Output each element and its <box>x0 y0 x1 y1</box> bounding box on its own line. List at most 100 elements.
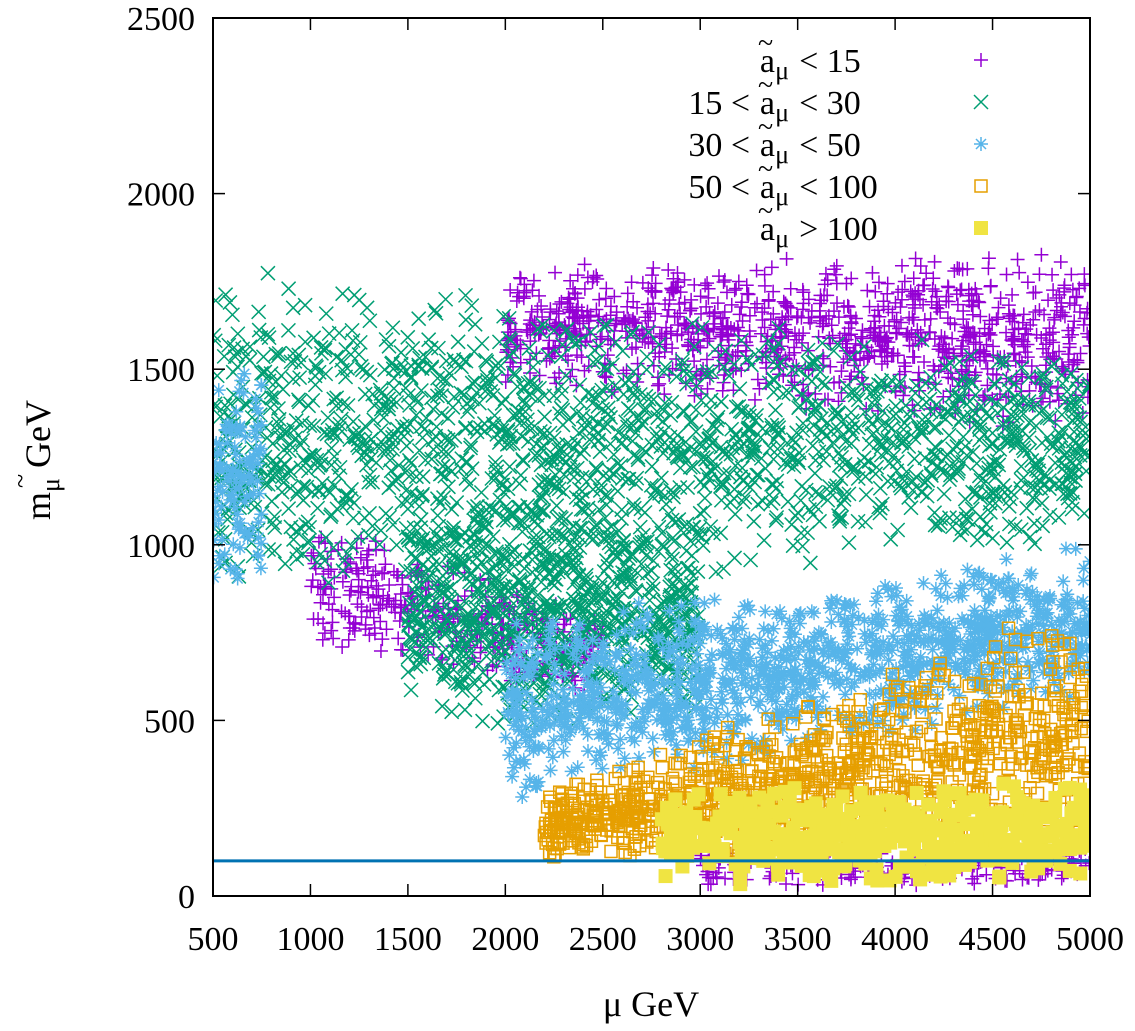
data-point <box>626 657 641 672</box>
data-point <box>769 510 785 526</box>
data-point <box>281 281 297 297</box>
data-point <box>717 273 732 288</box>
data-point <box>373 614 388 629</box>
data-point <box>750 496 766 512</box>
data-point <box>887 314 902 329</box>
data-point <box>1013 522 1029 538</box>
data-point <box>566 575 582 591</box>
data-point <box>541 741 556 756</box>
data-point <box>315 632 330 647</box>
data-point <box>955 348 970 363</box>
data-point <box>624 730 639 745</box>
data-point <box>574 350 589 365</box>
data-point <box>513 271 528 286</box>
data-point <box>213 436 224 451</box>
data-point <box>1068 473 1084 489</box>
data-point <box>689 658 704 673</box>
data-point <box>368 564 383 579</box>
data-point <box>827 304 842 319</box>
data-point <box>378 557 393 572</box>
data-point <box>400 664 416 680</box>
data-point <box>897 274 912 289</box>
data-point <box>1054 299 1069 314</box>
data-point <box>532 288 547 303</box>
data-point <box>434 698 450 714</box>
data-point <box>734 404 750 420</box>
data-point <box>978 353 993 368</box>
data-point <box>953 283 968 298</box>
data-point <box>375 632 390 647</box>
data-point <box>1001 571 1016 586</box>
data-point <box>532 368 547 383</box>
data-point <box>413 418 429 434</box>
data-point <box>672 479 688 496</box>
data-point <box>530 302 545 317</box>
data-point <box>819 312 834 327</box>
data-point <box>333 411 349 427</box>
data-point <box>530 517 546 533</box>
data-point <box>955 262 970 277</box>
data-point <box>491 334 507 350</box>
data-point <box>965 299 980 314</box>
data-point <box>1041 591 1056 606</box>
data-point <box>301 533 317 549</box>
data-point <box>906 451 923 467</box>
data-point <box>928 581 943 596</box>
data-point <box>673 306 688 321</box>
data-point <box>755 641 770 656</box>
data-point <box>567 321 582 336</box>
data-point <box>1076 317 1090 332</box>
data-point <box>912 292 927 307</box>
data-point <box>573 446 589 462</box>
data-point <box>401 468 417 484</box>
data-point <box>933 304 948 319</box>
data-point <box>512 270 527 285</box>
data-point <box>704 647 719 662</box>
data-point <box>782 614 797 629</box>
data-point <box>696 478 712 494</box>
data-point <box>643 306 658 321</box>
data-point <box>549 498 565 514</box>
data-point <box>982 313 997 328</box>
data-point <box>310 500 326 516</box>
data-point <box>405 340 421 356</box>
data-point <box>1053 255 1068 270</box>
data-point <box>576 442 592 458</box>
data-point <box>324 623 339 638</box>
data-point <box>224 307 240 323</box>
data-point <box>969 287 984 302</box>
data-point <box>313 595 328 610</box>
data-point <box>411 498 427 514</box>
data-point <box>863 325 878 340</box>
data-point <box>366 412 382 428</box>
data-point <box>801 310 816 325</box>
data-point <box>684 301 699 316</box>
data-point <box>304 579 319 594</box>
data-point <box>266 390 282 406</box>
data-point <box>683 303 698 318</box>
data-point <box>747 392 762 407</box>
data-point <box>665 341 680 356</box>
data-point <box>475 713 491 729</box>
data-point <box>1020 337 1035 352</box>
data-point <box>607 289 622 304</box>
data-point <box>923 467 939 483</box>
data-point <box>1057 309 1072 324</box>
data-point <box>1049 290 1064 305</box>
data-point <box>768 512 784 528</box>
data-point <box>817 277 832 292</box>
data-point <box>547 370 562 385</box>
data-point <box>1054 597 1069 612</box>
data-point <box>315 587 330 602</box>
data-point <box>865 265 880 280</box>
data-point <box>1067 314 1082 329</box>
data-point <box>490 715 506 731</box>
data-point <box>581 309 596 324</box>
data-point <box>871 275 886 290</box>
data-point <box>428 428 444 444</box>
data-point <box>369 589 384 604</box>
data-point <box>955 429 971 445</box>
data-point <box>1037 307 1052 322</box>
data-point <box>569 303 584 318</box>
